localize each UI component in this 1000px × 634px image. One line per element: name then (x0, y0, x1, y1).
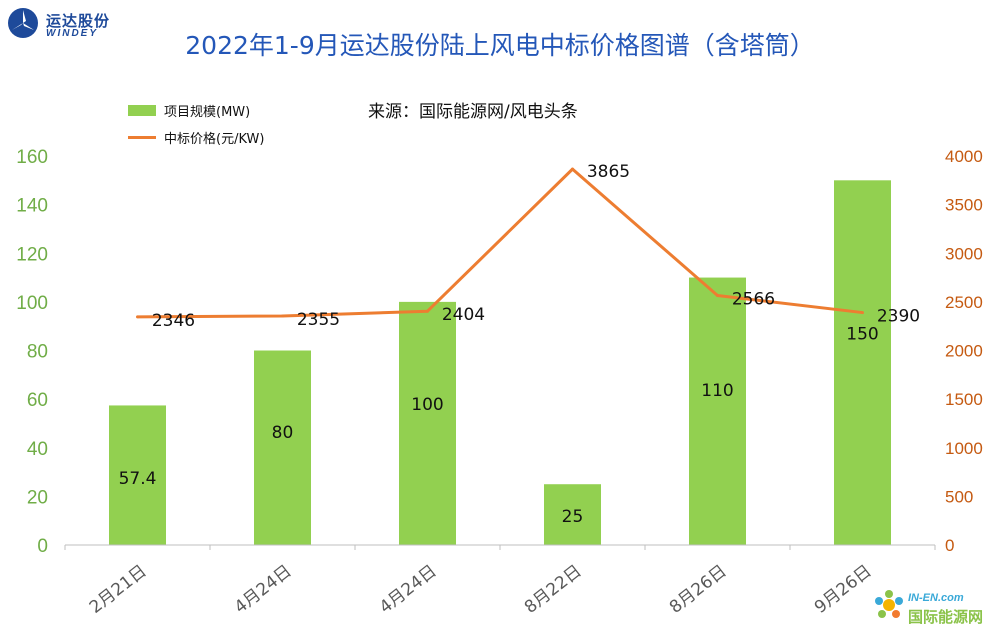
price-point (716, 293, 719, 297)
right-axis-tick-label: 3500 (945, 196, 983, 215)
right-axis-tick-label: 2500 (945, 293, 983, 312)
logo-english-text: WINDEY (46, 28, 98, 39)
left-axis-tick-label: 120 (16, 244, 48, 265)
legend-item-line: 中标价格(元/KW) (128, 128, 264, 147)
logo-chinese-text: 运达股份 (46, 12, 111, 30)
left-axis-tick-label: 100 (16, 293, 48, 314)
left-axis-tick-label: 140 (16, 196, 48, 217)
price-line (137, 167, 863, 319)
legend-item-bar: 项目规模(MW) (128, 101, 250, 120)
legend-bar-label: 项目规模(MW) (164, 105, 251, 120)
price-point (136, 315, 139, 319)
source-note: 来源：国际能源网/风电头条 (368, 102, 578, 122)
windey-logo-icon (8, 8, 38, 38)
right-axis-tick-label: 1500 (945, 390, 983, 409)
left-axis-tick-label: 40 (27, 439, 48, 460)
price-point (571, 167, 574, 171)
left-axis-tick-label: 80 (27, 342, 48, 363)
x-axis-category-label: 4月24日 (376, 561, 441, 618)
line-data-label: 2566 (732, 289, 775, 309)
left-axis-tick-label: 160 (16, 147, 48, 168)
price-point (281, 314, 284, 318)
x-axis-category-label: 8月22日 (521, 561, 586, 618)
in-en-watermark: IN-EN.com 国际能源网 (872, 588, 996, 630)
line-data-label: 2346 (152, 311, 195, 331)
bar-data-label: 57.4 (119, 469, 157, 489)
x-axis-category-label: 2月21日 (86, 561, 151, 618)
x-axis-category-label: 4月24日 (231, 561, 296, 618)
line-data-label: 2404 (442, 305, 485, 325)
sunflower-logo-icon (875, 590, 903, 618)
right-axis-tick-label: 3000 (945, 244, 983, 263)
left-axis-tick-label: 60 (27, 390, 48, 411)
x-axis-category-label: 8月26日 (666, 561, 731, 618)
right-axis-tick-label: 1000 (945, 439, 983, 458)
bar-data-label: 110 (701, 381, 733, 401)
legend-line-label: 中标价格(元/KW) (164, 132, 265, 147)
bar (544, 484, 601, 545)
bar-data-label: 150 (846, 324, 878, 344)
bar (689, 277, 746, 545)
bar-data-label: 100 (411, 395, 443, 415)
line-data-label: 2355 (297, 310, 340, 330)
right-axis-tick-label: 4000 (945, 147, 983, 166)
price-point (426, 309, 429, 313)
right-axis-tick-label: 500 (945, 487, 973, 506)
chart-title: 2022年1-9月运达股份陆上风电中标价格图谱（含塔筒） (185, 31, 815, 60)
bar (399, 301, 456, 545)
bar (834, 180, 891, 545)
bar (109, 405, 166, 545)
bar-data-label: 25 (562, 507, 584, 527)
left-axis-tick-label: 0 (37, 536, 48, 557)
watermark-chinese: 国际能源网 (908, 608, 984, 626)
x-axis-category-label: 9月26日 (811, 561, 876, 618)
right-axis-tick-label: 2000 (945, 342, 983, 361)
bar (254, 350, 311, 545)
legend-bar-swatch (128, 105, 156, 116)
price-point (861, 311, 864, 315)
left-axis-tick-label: 20 (27, 487, 48, 508)
line-data-label: 3865 (587, 162, 630, 182)
windey-logo: 运达股份 WINDEY (6, 6, 118, 40)
line-data-label: 2390 (877, 307, 920, 327)
watermark-english: IN-EN.com (908, 592, 964, 604)
right-axis-tick-label: 0 (945, 536, 954, 555)
legend-line-swatch (128, 136, 156, 139)
bar-data-label: 80 (272, 423, 294, 443)
